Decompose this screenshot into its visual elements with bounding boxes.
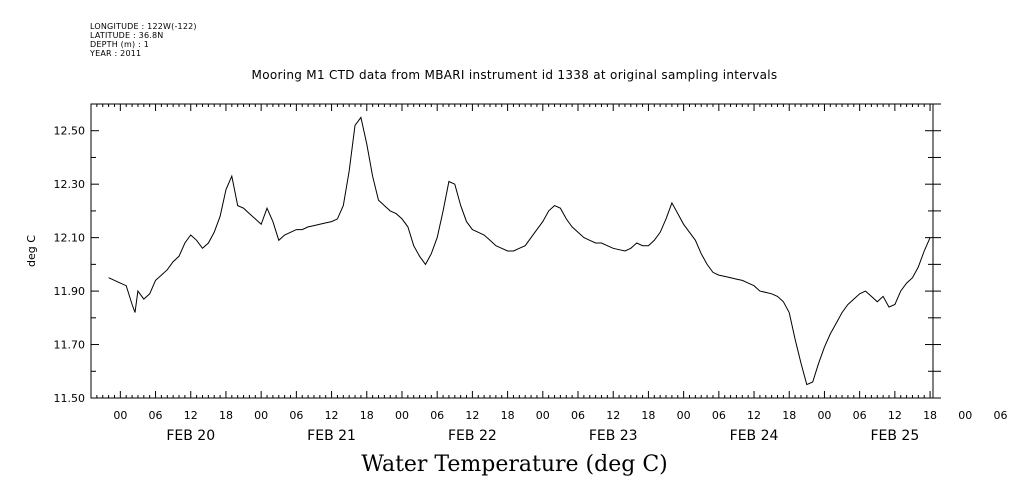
y-tick-label: 12.30	[54, 178, 86, 191]
y-tick-label: 11.70	[54, 339, 86, 352]
y-tick-label: 11.90	[54, 285, 86, 298]
x-tick-label: 00	[677, 409, 691, 422]
x-day-label: FEB 21	[307, 428, 356, 444]
x-axis-title: Water Temperature (deg C)	[361, 452, 668, 477]
x-day-label: FEB 22	[448, 428, 497, 444]
x-tick-label: 06	[289, 409, 303, 422]
x-day-label: FEB 25	[870, 428, 919, 444]
x-ticks	[90, 104, 931, 398]
metadata-block: LONGITUDE : 122W(-122) LATITUDE : 36.8N …	[90, 22, 197, 58]
x-tick-label: 06	[149, 409, 163, 422]
x-tick-label: 00	[113, 409, 127, 422]
latitude-text: LATITUDE : 36.8N	[90, 31, 164, 40]
x-tick-label: 12	[184, 409, 198, 422]
x-tick-label: 06	[430, 409, 444, 422]
x-tick-label: 00	[817, 409, 831, 422]
x-day-label: FEB 23	[589, 428, 638, 444]
x-tick-label: 18	[923, 409, 937, 422]
x-day-label: FEB 20	[166, 428, 215, 444]
year-text: YEAR : 2011	[90, 49, 142, 58]
x-tick-label: 18	[641, 409, 655, 422]
depth-text: DEPTH (m) : 1	[90, 40, 149, 49]
x-tick-label: 12	[606, 409, 620, 422]
y-tick-label: 12.50	[54, 125, 86, 138]
y-tick-label: 12.10	[54, 232, 86, 245]
x-day-label: FEB 24	[730, 428, 779, 444]
y-tick-labels: 12.50 12.30 12.10 11.90 11.70 11.50	[54, 125, 86, 405]
x-tick-label: 12	[325, 409, 339, 422]
temperature-series-line	[108, 116, 931, 386]
y-ticks	[91, 103, 941, 399]
x-tick-label: 00	[958, 409, 972, 422]
x-tick-labels: 00 06 12 18 00 06 12 18 00 06 12 18 00 06 12 18 00 06 12 18…	[113, 409, 1007, 422]
plot-frame	[90, 103, 934, 399]
x-tick-label: 00	[536, 409, 550, 422]
x-tick-label: 00	[395, 409, 409, 422]
x-tick-label: 18	[501, 409, 515, 422]
x-tick-label: 12	[888, 409, 902, 422]
y-tick-label: 11.50	[54, 392, 86, 405]
x-tick-label: 00	[254, 409, 268, 422]
x-tick-label: 18	[360, 409, 374, 422]
x-tick-label: 06	[712, 409, 726, 422]
y-axis-label: deg C	[25, 235, 38, 267]
chart-title: Mooring M1 CTD data from MBARI instrumen…	[251, 68, 778, 82]
x-tick-label: 06	[993, 409, 1007, 422]
x-tick-label: 12	[465, 409, 479, 422]
longitude-text: LONGITUDE : 122W(-122)	[90, 22, 197, 31]
x-tick-label: 12	[747, 409, 761, 422]
x-tick-label: 06	[853, 409, 867, 422]
x-tick-label: 18	[219, 409, 233, 422]
x-tick-label: 06	[571, 409, 585, 422]
x-tick-label: 18	[782, 409, 796, 422]
